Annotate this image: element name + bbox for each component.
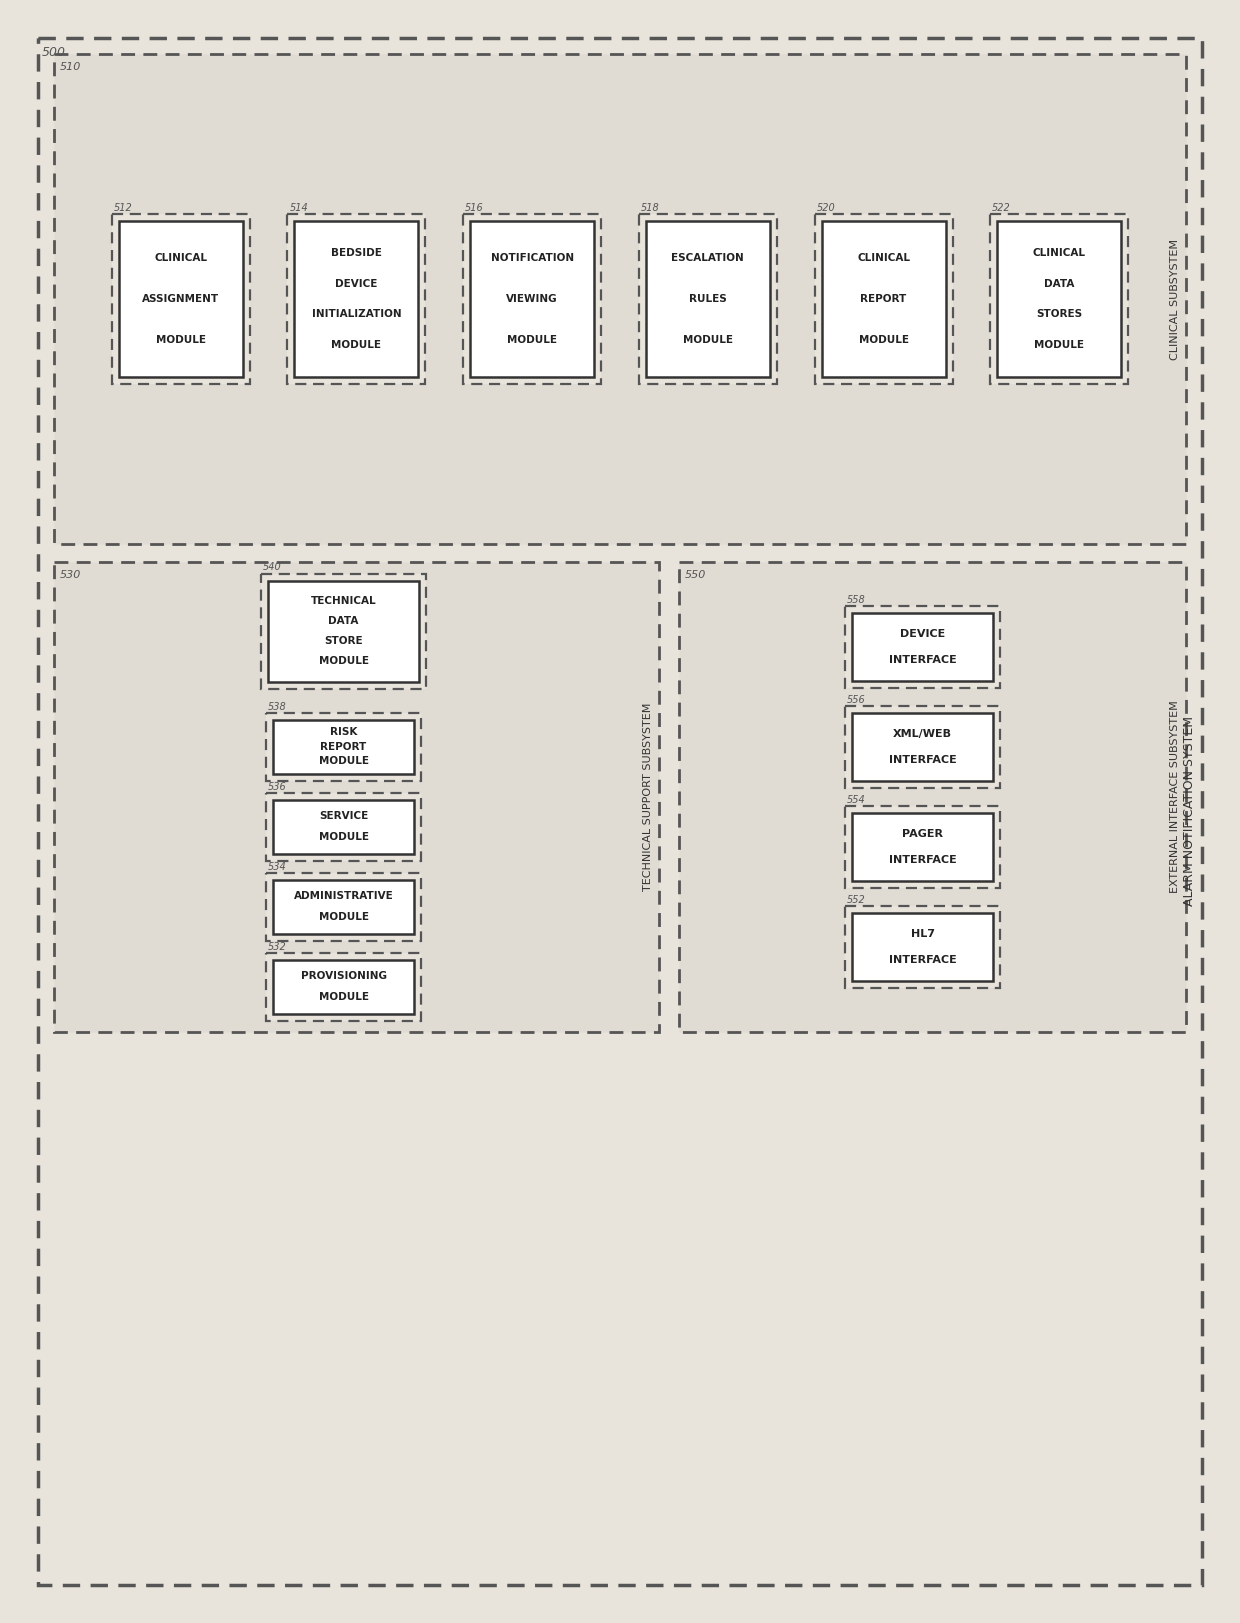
Bar: [55, 562, 658, 1032]
Text: DEVICE: DEVICE: [335, 279, 378, 289]
Text: CLINICAL: CLINICAL: [1033, 248, 1086, 258]
Text: MODULE: MODULE: [319, 756, 368, 766]
Text: 550: 550: [684, 570, 707, 579]
Bar: [273, 959, 414, 1013]
Text: 520: 520: [817, 203, 836, 213]
Text: MODULE: MODULE: [683, 334, 733, 344]
Text: INTERFACE: INTERFACE: [889, 956, 956, 966]
Text: CLINICAL SUBSYSTEM: CLINICAL SUBSYSTEM: [1171, 239, 1180, 360]
Text: MODULE: MODULE: [319, 833, 368, 842]
Text: TECHNICAL SUPPORT SUBSYSTEM: TECHNICAL SUPPORT SUBSYSTEM: [644, 703, 653, 891]
Text: HL7: HL7: [910, 928, 935, 938]
Text: ALARM NOTIFICATION SYSTEM: ALARM NOTIFICATION SYSTEM: [1183, 716, 1197, 907]
Text: DATA: DATA: [329, 617, 358, 626]
Bar: [822, 221, 946, 377]
Text: 556: 556: [847, 695, 866, 704]
Text: ADMINISTRATIVE: ADMINISTRATIVE: [294, 891, 393, 901]
Bar: [852, 914, 993, 980]
Text: 510: 510: [60, 62, 82, 71]
Bar: [470, 221, 594, 377]
Bar: [112, 214, 249, 385]
Text: INITIALIZATION: INITIALIZATION: [311, 310, 402, 320]
Text: 518: 518: [641, 203, 660, 213]
Text: 512: 512: [114, 203, 133, 213]
Bar: [273, 719, 414, 774]
Text: MODULE: MODULE: [858, 334, 909, 344]
Text: TECHNICAL: TECHNICAL: [311, 597, 376, 607]
Text: 554: 554: [847, 795, 866, 805]
Bar: [273, 880, 414, 933]
Bar: [119, 221, 243, 377]
Text: MODULE: MODULE: [1034, 339, 1084, 349]
Text: MODULE: MODULE: [319, 656, 368, 665]
Bar: [844, 906, 999, 988]
Text: INTERFACE: INTERFACE: [889, 855, 956, 865]
Text: 536: 536: [268, 782, 286, 792]
Bar: [646, 221, 770, 377]
Text: PROVISIONING: PROVISIONING: [300, 971, 387, 980]
Text: DEVICE: DEVICE: [900, 628, 945, 639]
Text: MODULE: MODULE: [319, 992, 368, 1001]
Text: RULES: RULES: [689, 294, 727, 304]
Bar: [267, 953, 422, 1021]
Text: VIEWING: VIEWING: [506, 294, 558, 304]
Text: PAGER: PAGER: [901, 829, 942, 839]
Text: NOTIFICATION: NOTIFICATION: [491, 253, 574, 263]
Bar: [268, 581, 419, 682]
Bar: [294, 221, 418, 377]
Text: CLINICAL: CLINICAL: [154, 253, 207, 263]
Text: XML/WEB: XML/WEB: [893, 729, 952, 738]
Bar: [997, 221, 1121, 377]
Bar: [852, 813, 993, 881]
Bar: [260, 573, 427, 688]
Text: 532: 532: [268, 941, 286, 951]
Bar: [639, 214, 776, 385]
Text: ASSIGNMENT: ASSIGNMENT: [143, 294, 219, 304]
Text: ESCALATION: ESCALATION: [672, 253, 744, 263]
Bar: [267, 712, 422, 781]
Text: STORES: STORES: [1037, 310, 1083, 320]
Text: 530: 530: [60, 570, 82, 579]
Bar: [991, 214, 1128, 385]
Text: SERVICE: SERVICE: [319, 812, 368, 821]
Bar: [844, 605, 999, 688]
Text: 540: 540: [263, 563, 281, 573]
Bar: [267, 792, 422, 860]
Bar: [852, 712, 993, 781]
Text: REPORT: REPORT: [320, 742, 367, 751]
Bar: [288, 214, 425, 385]
Text: 514: 514: [289, 203, 309, 213]
Text: MODULE: MODULE: [507, 334, 557, 344]
Text: 538: 538: [268, 701, 286, 711]
Text: MODULE: MODULE: [331, 339, 382, 349]
Text: BEDSIDE: BEDSIDE: [331, 248, 382, 258]
Bar: [852, 613, 993, 682]
Bar: [844, 807, 999, 888]
Bar: [464, 214, 601, 385]
Text: MODULE: MODULE: [319, 912, 368, 922]
Text: CLINICAL: CLINICAL: [857, 253, 910, 263]
Bar: [55, 54, 1185, 544]
Text: 534: 534: [268, 862, 286, 872]
Text: 522: 522: [992, 203, 1011, 213]
Text: 500: 500: [42, 45, 66, 58]
Text: EXTERNAL INTERFACE SUBSYSTEM: EXTERNAL INTERFACE SUBSYSTEM: [1171, 701, 1180, 893]
Text: 558: 558: [847, 596, 866, 605]
Bar: [844, 706, 999, 789]
Text: INTERFACE: INTERFACE: [889, 755, 956, 766]
Text: MODULE: MODULE: [156, 334, 206, 344]
Text: DATA: DATA: [1044, 279, 1075, 289]
Text: 516: 516: [465, 203, 484, 213]
Bar: [815, 214, 952, 385]
Bar: [267, 873, 422, 940]
Bar: [273, 800, 414, 854]
Text: REPORT: REPORT: [861, 294, 906, 304]
Text: INTERFACE: INTERFACE: [889, 656, 956, 665]
Text: STORE: STORE: [324, 636, 363, 646]
Text: RISK: RISK: [330, 727, 357, 737]
Bar: [680, 562, 1185, 1032]
Text: 552: 552: [847, 894, 866, 906]
